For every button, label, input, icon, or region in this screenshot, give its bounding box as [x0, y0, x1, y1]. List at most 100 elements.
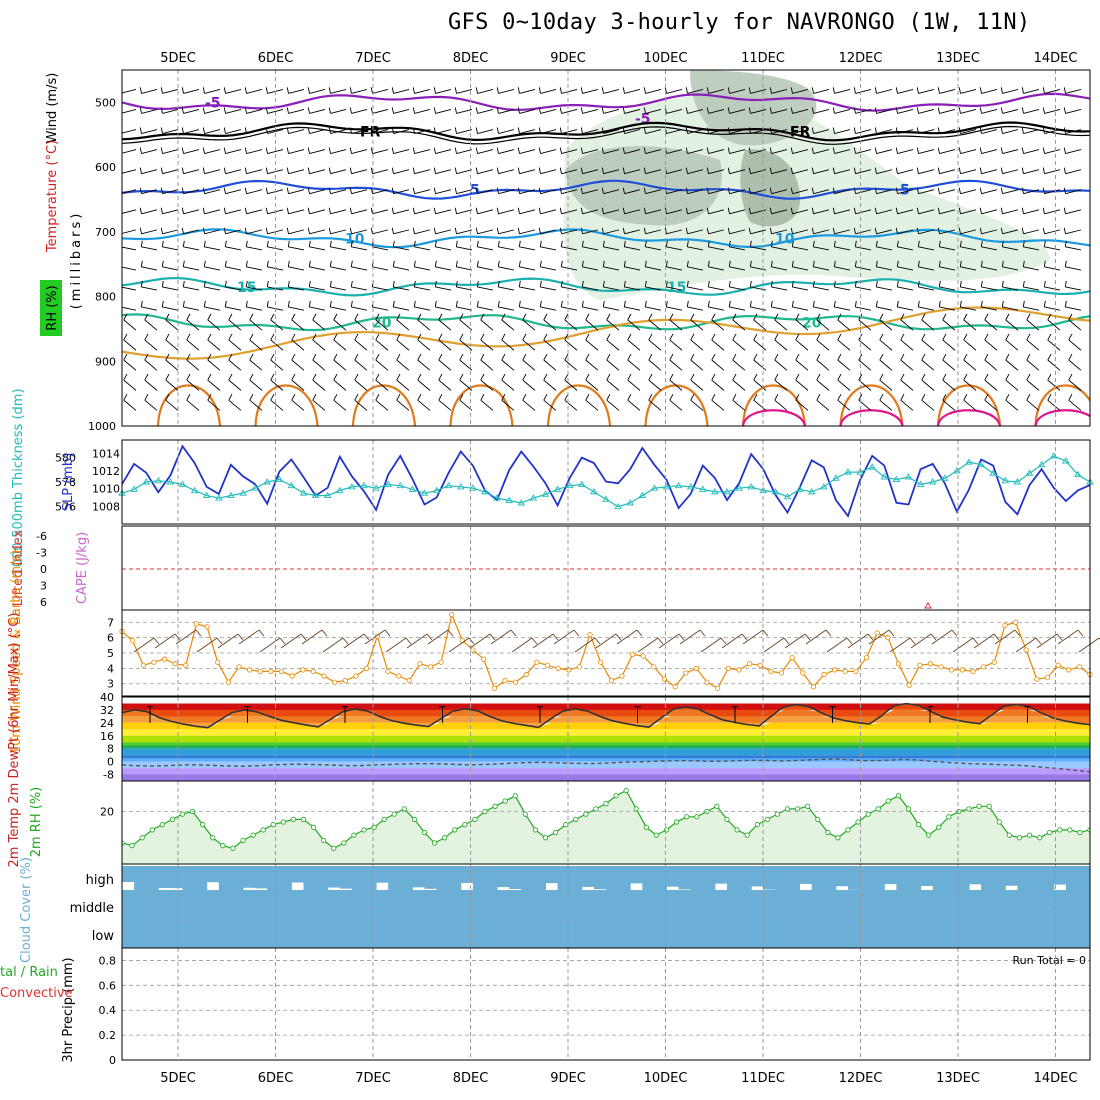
wind-barb: [895, 227, 898, 234]
wind-barb: [228, 373, 233, 381]
wind-barb: [186, 319, 200, 331]
wind-barb: [1044, 266, 1061, 271]
wind-barb: [1021, 167, 1024, 174]
cloud-high-bar: [472, 866, 486, 894]
wind-barb: [606, 373, 611, 381]
wind-barb: [162, 286, 179, 291]
wind-speed-point: [747, 661, 753, 667]
wind-barb: [123, 313, 128, 321]
wind-barb: [580, 87, 583, 94]
wind-barb: [753, 399, 767, 411]
wind-barb: [518, 260, 521, 267]
wind-barb: [144, 313, 149, 321]
wind-barb: [687, 229, 704, 235]
wind-barb: [393, 109, 410, 114]
wind-barb: [349, 127, 352, 134]
rh-point: [250, 832, 256, 838]
wind-barb: [832, 147, 835, 154]
wind-barb: [750, 88, 767, 94]
ylabel-wind10m: 10m Wind Speed & Barbs (m/s): [9, 550, 24, 755]
wind-barb: [749, 280, 752, 287]
wind-barb: [434, 260, 437, 267]
wind-barb: [122, 109, 137, 114]
rh2m-panel: [122, 787, 1090, 864]
wind-barb-10m: [720, 637, 727, 645]
rh-point: [1047, 829, 1053, 836]
cloud-high-bar: [569, 866, 583, 896]
isotherm-dome: [546, 384, 612, 426]
wind-barb: [1021, 107, 1024, 114]
wind-barb: [792, 246, 809, 251]
wind-barb: [813, 169, 830, 175]
wind-barb: [711, 333, 716, 341]
wind-barb: [1042, 207, 1045, 214]
wind-barb: [456, 149, 473, 155]
wind-barb: [225, 169, 242, 175]
wind-barb-10m: [489, 633, 496, 641]
wind-barb: [350, 280, 353, 287]
thickness-point: [178, 480, 187, 487]
wind-speed-point: [778, 670, 785, 676]
rh-point: [724, 816, 730, 822]
wind-barb: [224, 300, 227, 308]
wind-barb: [438, 379, 452, 391]
date-label-bottom: 12DEC: [839, 1071, 883, 1086]
wind-speed-point: [810, 684, 817, 690]
date-label-bottom: 11DEC: [741, 1071, 785, 1086]
wind-barb: [603, 266, 620, 271]
wind-barb: [165, 399, 179, 411]
wind-speed-point: [512, 679, 519, 685]
wind-barb: [771, 109, 788, 114]
wind-barb: [585, 339, 599, 351]
wind-barb: [455, 280, 458, 287]
wind-barb: [960, 129, 977, 134]
wind-speed-point: [278, 668, 285, 675]
wind-barb: [224, 240, 227, 247]
slp-tick-label: 1012: [92, 465, 120, 478]
wind-barb: [958, 107, 961, 114]
thickness-point: [275, 475, 284, 482]
wind-barb: [958, 167, 961, 174]
wind-speed-point: [1066, 667, 1072, 673]
wind-speed-point: [364, 665, 370, 671]
wind-barb: [351, 88, 368, 94]
date-label-bottom: 8DEC: [453, 1071, 489, 1086]
wind-barb: [288, 129, 305, 134]
thickness-point: [396, 481, 405, 489]
wind-barb: [643, 107, 646, 114]
wind-barb: [1068, 379, 1082, 391]
wind-barb: [244, 147, 247, 154]
wind-barb: [585, 393, 590, 401]
wind-barb: [496, 127, 499, 134]
isotherm-line: [122, 276, 1090, 297]
wind-barb: [225, 149, 242, 155]
wind-barb: [122, 169, 137, 174]
wind-barb: [333, 399, 347, 411]
date-label-bottom: 13DEC: [936, 1071, 980, 1086]
wind-barb: [349, 187, 352, 194]
wind-barb: [186, 359, 200, 371]
cloud-high-bar: [436, 866, 450, 896]
rh-point: [915, 822, 922, 828]
wind-barb: [559, 227, 562, 234]
wind-barb: [750, 229, 767, 235]
wind-barb: [162, 306, 179, 311]
wind-barb: [708, 229, 725, 235]
legend-total-rain: tal / Rain: [0, 965, 58, 980]
wind-barb: [606, 353, 611, 361]
wind-barb: [246, 149, 263, 155]
cloud-high-bar: [327, 866, 341, 888]
wind-speed-point: [800, 670, 806, 676]
wind-speed-point: [1034, 676, 1040, 682]
wind-barb: [1002, 209, 1019, 215]
wind-barb: [119, 148, 120, 154]
wind-barb: [435, 189, 452, 195]
wind-barb: [122, 229, 137, 234]
wind-barb: [770, 280, 773, 287]
thickness-point: [251, 484, 259, 491]
wind-barb: [501, 373, 506, 381]
wind-barb: [122, 149, 137, 154]
wind-barb: [459, 313, 464, 321]
wind-barb: [900, 359, 914, 371]
wind-barb: [1064, 300, 1067, 308]
